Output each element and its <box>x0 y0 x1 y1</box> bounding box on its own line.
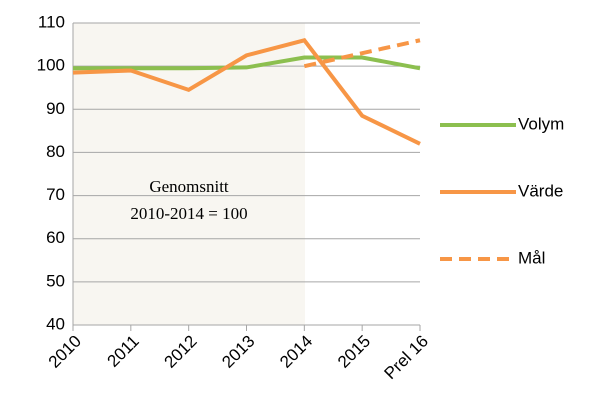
x-tick-label: 2014 <box>276 332 316 372</box>
x-tick-label: 2015 <box>334 332 374 372</box>
shaded-period <box>73 23 305 325</box>
y-tick-label: 70 <box>46 185 65 204</box>
annotation: Genomsnitt <box>149 177 229 196</box>
x-tick-label: Prel 16 <box>380 332 432 384</box>
series-line <box>73 55 421 71</box>
legend-label: Värde <box>518 181 563 200</box>
y-tick-label: 100 <box>37 56 65 75</box>
legend-label: Mål <box>518 248 545 267</box>
y-tick-label: 50 <box>46 271 65 290</box>
y-tick-label: 80 <box>46 142 65 161</box>
x-tick-label: 2012 <box>160 332 200 372</box>
annotation: 2010-2014 = 100 <box>130 204 247 223</box>
x-tick-label: 2010 <box>45 332 85 372</box>
x-tick-label: 2011 <box>104 332 143 371</box>
series-line <box>303 38 421 69</box>
y-tick-label: 60 <box>46 228 65 247</box>
legend-label: Volym <box>518 114 564 133</box>
series-line <box>72 37 421 146</box>
x-tick-label: 2013 <box>218 332 258 372</box>
y-tick-label: 110 <box>38 12 65 31</box>
y-tick-label: 90 <box>46 99 65 118</box>
y-tick-label: 40 <box>46 314 65 333</box>
